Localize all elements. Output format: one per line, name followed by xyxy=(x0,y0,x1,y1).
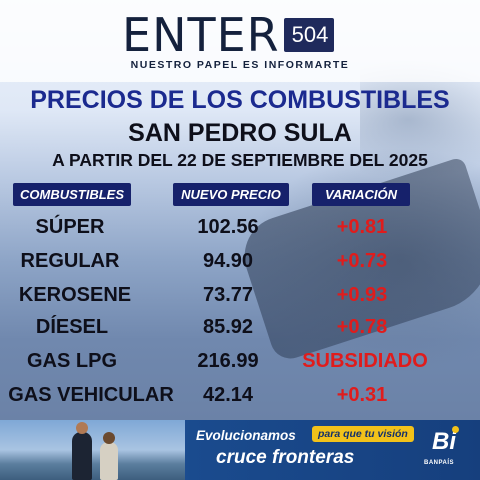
fuel-name: GAS VEHICULAR xyxy=(8,384,174,406)
ad-banner[interactable]: Evolucionamos para que tu visión cruce f… xyxy=(0,420,480,480)
person-figure xyxy=(72,422,92,480)
logo: ENTER 504 xyxy=(122,8,335,62)
table-row: DÍESEL 85.92 +0.78 xyxy=(0,311,480,343)
logo-dot-icon xyxy=(452,426,459,433)
fuel-name: DÍESEL xyxy=(35,316,109,338)
table-row: GAS LPG 216.99 SUBSIDIADO xyxy=(0,345,480,377)
ad-subheadline: cruce fronteras xyxy=(216,447,355,468)
person-figure xyxy=(100,432,118,480)
masthead: ENTER 504 NUESTRO PAPEL ES INFORMARTE xyxy=(0,0,480,82)
ad-pill: para que tu visión xyxy=(312,426,414,442)
fuel-variation: +0.78 xyxy=(336,316,388,338)
fuel-name: KEROSENE xyxy=(18,284,132,306)
fuel-variation: +0.31 xyxy=(336,384,388,406)
fuel-price: 102.56 xyxy=(197,216,259,238)
header-new-price: NUEVO PRECIO xyxy=(173,183,289,206)
bank-logo: Bi xyxy=(432,428,456,455)
effective-date: A PARTIR DEL 22 DE SEPTIEMBRE DEL 2025 xyxy=(52,150,428,170)
fuel-price: 73.77 xyxy=(202,284,254,306)
fuel-variation: +0.73 xyxy=(336,250,388,272)
fuel-price: 42.14 xyxy=(202,384,254,406)
table-row: KEROSENE 73.77 +0.93 xyxy=(0,279,480,311)
table-row: REGULAR 94.90 +0.73 xyxy=(0,245,480,277)
fuel-variation: +0.81 xyxy=(336,216,388,238)
ad-photo xyxy=(0,420,185,480)
headline: PRECIOS DE LOS COMBUSTIBLES xyxy=(30,86,450,114)
fuel-variation: SUBSIDIADO xyxy=(302,350,428,372)
fuel-price: 216.99 xyxy=(197,350,259,372)
bank-name: BANPAÍS xyxy=(424,460,455,466)
table-row: GAS VEHICULAR 42.14 +0.31 xyxy=(0,379,480,411)
ad-headline: Evolucionamos xyxy=(196,428,296,443)
table-row: SÚPER 102.56 +0.81 xyxy=(0,211,480,243)
fuel-name: GAS LPG xyxy=(26,350,117,372)
fuel-name: SÚPER xyxy=(35,216,105,238)
fuel-price: 85.92 xyxy=(202,316,254,338)
header-fuel: COMBUSTIBLES xyxy=(13,183,131,206)
fuel-variation: +0.93 xyxy=(336,284,388,306)
tagline: NUESTRO PAPEL ES INFORMARTE xyxy=(130,59,350,71)
fuel-price: 94.90 xyxy=(202,250,254,272)
logo-wordmark: ENTER xyxy=(122,8,280,62)
logo-number-badge: 504 xyxy=(283,18,335,52)
header-variation: VARIACIÓN xyxy=(312,183,410,206)
city-title: SAN PEDRO SULA xyxy=(128,119,352,147)
fuel-name: REGULAR xyxy=(20,250,120,272)
